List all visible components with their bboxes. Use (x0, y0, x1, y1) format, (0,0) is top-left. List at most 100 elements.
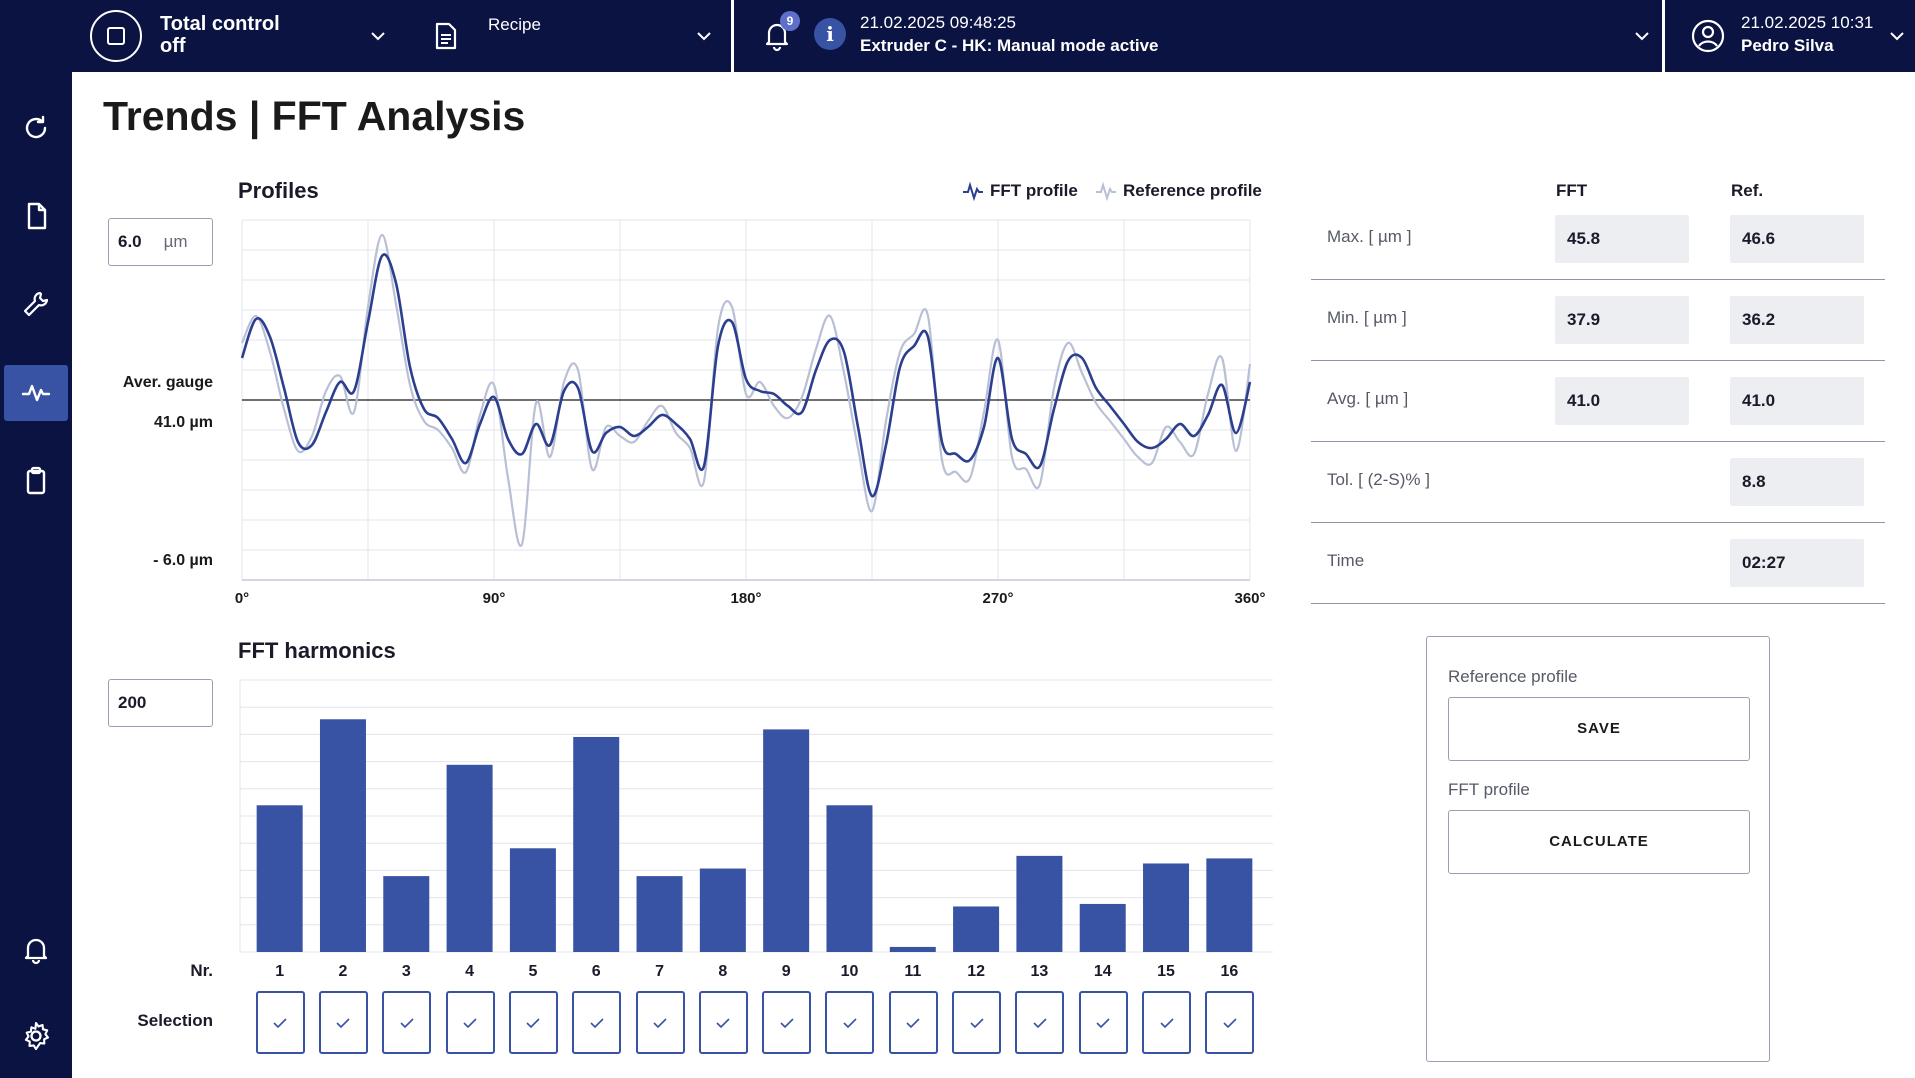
check-icon (1159, 1017, 1174, 1028)
harmonic-number: 3 (401, 963, 411, 980)
stats-row-max: Max. [ µm ] 45.8 46.6 (1311, 199, 1885, 280)
check-icon (463, 1017, 477, 1028)
harmonic-bar (383, 876, 430, 952)
harmonic-bar (826, 805, 873, 952)
harmonic-checkbox[interactable] (1078, 991, 1128, 1054)
profile-scale-value: 6.0 (118, 232, 142, 251)
stats-value-ref: 02:27 (1730, 539, 1864, 587)
check-icon (780, 1017, 794, 1028)
harmonic-checkbox[interactable] (255, 991, 305, 1054)
chevron-down-icon (697, 32, 711, 41)
sidebar-item-notifications[interactable] (4, 921, 68, 977)
harmonics-title: FFT harmonics (238, 638, 396, 663)
harmonic-checkbox[interactable] (318, 991, 368, 1054)
harmonic-checkbox[interactable] (1205, 991, 1255, 1054)
stats-value-ref: 8.8 (1730, 458, 1864, 506)
harmonic-bar (889, 946, 936, 952)
fft-profile-label: FFT profile (1448, 780, 1530, 799)
harmonic-number: 14 (1093, 963, 1112, 980)
sidebar-item-refresh[interactable] (4, 100, 68, 156)
sidebar-item-tools[interactable] (4, 276, 68, 332)
harmonic-bar (1143, 863, 1190, 952)
gear-icon (24, 1021, 50, 1051)
stats-row-tolerance: Tol. [ (2-S)% ] 8.8 (1311, 442, 1885, 523)
recipe-document-icon (435, 22, 457, 50)
sidebar (0, 0, 72, 1078)
harmonic-checkbox[interactable] (572, 991, 622, 1054)
harmonic-bar (1079, 903, 1126, 952)
harmonic-number: 1 (275, 963, 285, 980)
check-icon (970, 1017, 984, 1028)
check-icon (590, 1017, 604, 1028)
harmonic-checkbox[interactable] (825, 991, 875, 1054)
stats-value-ref: 41.0 (1730, 377, 1864, 425)
recipe-dropdown[interactable]: Recipe (400, 0, 731, 72)
document-icon (27, 202, 47, 230)
chevron-down-icon (1635, 32, 1649, 41)
profile-scale-input[interactable]: 6.0 µm (108, 218, 213, 266)
check-icon (336, 1017, 351, 1028)
save-button[interactable]: SAVE (1448, 697, 1750, 761)
harmonic-number: 7 (655, 963, 664, 980)
total-control-status: Total control off (160, 13, 320, 57)
harmonic-checkbox[interactable] (508, 991, 558, 1054)
harmonic-checkbox[interactable] (762, 991, 812, 1054)
user-dropdown[interactable]: 21.02.2025 10:31 Pedro Silva (1665, 0, 1915, 72)
stats-value-ref: 46.6 (1730, 215, 1864, 263)
stats-value-fft: 41.0 (1555, 377, 1689, 425)
notification-badge: 9 (780, 11, 800, 31)
harmonic-checkbox[interactable] (382, 991, 432, 1054)
lower-bound-label: - 6.0 µm (153, 552, 213, 569)
divider (1662, 0, 1665, 72)
harmonic-bar (699, 868, 746, 952)
recipe-label: Recipe (488, 15, 541, 34)
bell-icon (24, 938, 48, 965)
sidebar-item-documents[interactable] (4, 188, 68, 244)
total-control-label: Total control (160, 13, 280, 35)
harmonic-bar (256, 805, 303, 952)
stats-label: Tol. [ (2-S)% ] (1327, 470, 1430, 489)
harmonic-number: 8 (718, 963, 728, 980)
harmonic-checkbox[interactable] (445, 991, 495, 1054)
sidebar-item-settings[interactable] (4, 1008, 68, 1064)
stats-label: Min. [ µm ] (1327, 308, 1407, 327)
legend-reference-label: Reference profile (1123, 181, 1262, 200)
check-icon (653, 1017, 667, 1028)
check-icon (400, 1017, 414, 1028)
harmonic-checkbox[interactable] (952, 991, 1002, 1054)
calculate-button[interactable]: CALCULATE (1448, 810, 1750, 874)
harmonic-number: 16 (1220, 963, 1239, 980)
harmonics-scale-input[interactable]: 200 (108, 679, 213, 727)
legend-fft-label: FFT profile (990, 181, 1078, 200)
harmonic-number: 5 (528, 963, 538, 980)
x-tick-label: 0° (235, 590, 249, 607)
trend-icon (21, 384, 51, 402)
harmonic-number: 12 (967, 963, 985, 980)
profile-scale-unit: µm (163, 232, 188, 251)
selection-label: Selection (137, 1011, 213, 1030)
stats-value-fft: 37.9 (1555, 296, 1689, 344)
check-icon (273, 1017, 287, 1028)
harmonic-bar (573, 736, 620, 952)
harmonic-checkbox[interactable] (888, 991, 938, 1054)
harmonic-checkbox[interactable] (698, 991, 748, 1054)
message-dropdown[interactable]: 9 i 21.02.2025 09:48:25 Extruder C - HK:… (734, 0, 1662, 72)
x-tick-label: 270° (982, 590, 1013, 607)
sidebar-item-trends[interactable] (4, 365, 68, 421)
harmonic-checkbox[interactable] (635, 991, 685, 1054)
wrench-icon (23, 291, 49, 317)
harmonics-chart (239, 679, 1273, 953)
harmonic-checkbox[interactable] (1015, 991, 1065, 1054)
check-icon (1033, 1017, 1047, 1028)
stats-value-ref: 36.2 (1730, 296, 1864, 344)
harmonic-bar (446, 764, 493, 952)
total-control-dropdown[interactable]: Total control off (72, 0, 400, 72)
user-icon (1691, 19, 1725, 53)
harmonic-checkbox[interactable] (1142, 991, 1192, 1054)
message-text: Extruder C - HK: Manual mode active (860, 36, 1159, 55)
harmonic-number: 6 (591, 963, 601, 980)
harmonic-bar (1016, 855, 1063, 952)
harmonic-bar (509, 848, 556, 952)
x-tick-label: 180° (730, 590, 761, 607)
sidebar-item-clipboard[interactable] (4, 453, 68, 509)
